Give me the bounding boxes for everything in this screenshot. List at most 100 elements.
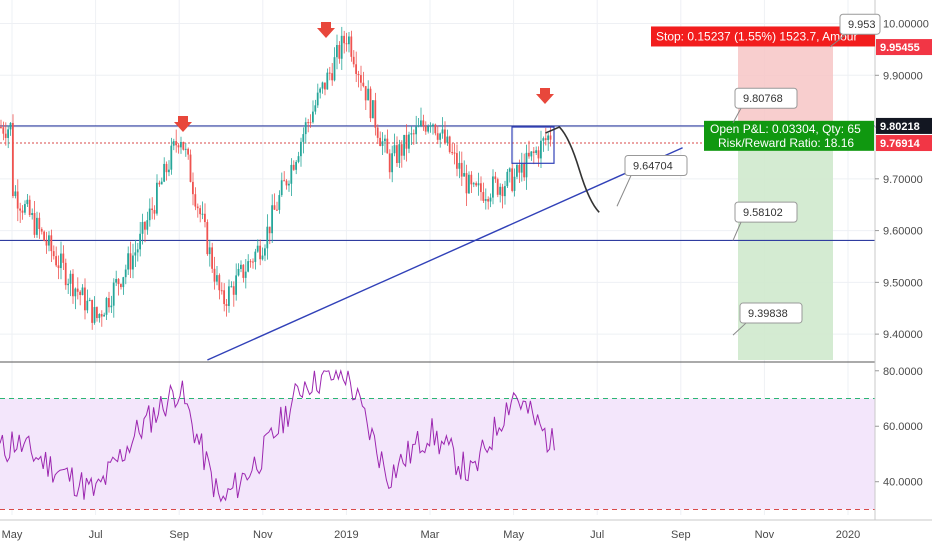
candle-body xyxy=(288,183,290,186)
price-tick-label: 9.70000 xyxy=(883,174,923,186)
candle-body xyxy=(108,298,110,308)
candle-body xyxy=(487,199,489,202)
candle-body xyxy=(513,176,516,191)
candle-body xyxy=(196,206,199,209)
candle-body xyxy=(156,182,158,214)
candle-body xyxy=(400,144,403,156)
candle-body xyxy=(460,162,463,177)
candle-body xyxy=(189,154,192,182)
time-tick-label: 2020 xyxy=(836,529,860,541)
rsi-pane xyxy=(0,368,875,510)
candle-body xyxy=(276,209,278,211)
candle-body xyxy=(273,205,276,210)
candle-body xyxy=(408,134,410,149)
candle-body xyxy=(463,173,465,177)
candle-body xyxy=(441,129,444,134)
candle-body xyxy=(182,141,185,150)
candle-body xyxy=(285,180,288,186)
candle-body xyxy=(160,181,163,185)
candle-body xyxy=(103,314,105,317)
time-tick-label: Jul xyxy=(89,529,103,541)
candle-body xyxy=(480,183,482,193)
candle-body xyxy=(549,135,552,140)
candle-body xyxy=(496,179,499,195)
candle-body xyxy=(345,43,348,45)
rsi-tick-label: 60.0000 xyxy=(883,421,923,433)
candle-body xyxy=(177,145,180,148)
callout-pointer xyxy=(829,33,847,48)
candle-body xyxy=(422,120,425,126)
candle-body xyxy=(129,253,132,270)
candle-body xyxy=(86,300,89,311)
candle-body xyxy=(393,145,396,154)
candle-body xyxy=(314,105,317,112)
candle-body xyxy=(247,261,249,272)
callout-box xyxy=(734,87,798,109)
candle-body xyxy=(350,36,353,57)
time-tick-label: Sep xyxy=(169,529,189,541)
candle-body xyxy=(312,111,314,123)
candle-body xyxy=(432,124,434,126)
candle-body xyxy=(453,152,456,154)
candle-body xyxy=(465,173,468,194)
candle-body xyxy=(501,186,504,197)
candle-body xyxy=(343,35,345,44)
time-tick-label: Sep xyxy=(671,529,691,541)
candle-body xyxy=(398,144,401,164)
candle-body xyxy=(439,133,441,140)
candle-body xyxy=(396,145,398,164)
candle-body xyxy=(45,240,48,246)
callout-box xyxy=(739,302,803,324)
callout-label: 9.39838 xyxy=(748,308,788,320)
callout-label: 9.953 xyxy=(848,19,876,31)
candle-body xyxy=(268,226,271,234)
candle-body xyxy=(266,226,269,249)
rsi-band xyxy=(0,398,875,510)
callout-label: 9.58102 xyxy=(743,207,783,219)
candle-body xyxy=(206,222,209,255)
rsi-tick-label: 80.0000 xyxy=(883,366,923,378)
candle-body xyxy=(427,126,429,132)
candle-body xyxy=(168,169,170,173)
candle-body xyxy=(7,129,9,138)
candle-body xyxy=(151,208,153,210)
candle-body xyxy=(321,82,324,89)
candle-body xyxy=(506,171,509,187)
candle-body xyxy=(424,125,427,132)
candle-body xyxy=(199,208,201,215)
candle-body xyxy=(21,210,24,213)
candle-body xyxy=(12,122,14,197)
candle-body xyxy=(31,213,33,216)
callout-pointer xyxy=(732,221,742,241)
candle-body xyxy=(163,163,165,182)
candle-body xyxy=(360,75,362,83)
candle-body xyxy=(535,150,537,153)
candle-body xyxy=(192,181,194,195)
candle-body xyxy=(16,191,19,209)
candle-body xyxy=(165,163,168,173)
candle-body xyxy=(417,125,420,127)
candle-body xyxy=(148,208,151,221)
candle-body xyxy=(516,164,518,177)
candle-body xyxy=(64,262,67,286)
candle-body xyxy=(62,253,65,263)
candle-body xyxy=(0,127,2,129)
price-tag xyxy=(876,135,932,152)
time-tick-label: May xyxy=(503,529,524,541)
candle-body xyxy=(52,251,55,257)
candle-body xyxy=(76,288,79,292)
candle-body xyxy=(384,138,386,142)
candle-body xyxy=(180,141,182,148)
candle-body xyxy=(38,217,41,230)
candle-body xyxy=(81,287,84,296)
candle-body xyxy=(297,156,300,162)
callout-pointer xyxy=(616,175,632,207)
candle-body xyxy=(532,151,535,153)
candle-body xyxy=(172,141,175,146)
candle-body xyxy=(338,45,341,59)
candle-body xyxy=(254,251,257,262)
candle-body xyxy=(278,195,281,210)
candle-body xyxy=(468,174,470,194)
price-tick-label: 9.60000 xyxy=(883,226,923,238)
time-tick-label: 2019 xyxy=(334,529,358,541)
